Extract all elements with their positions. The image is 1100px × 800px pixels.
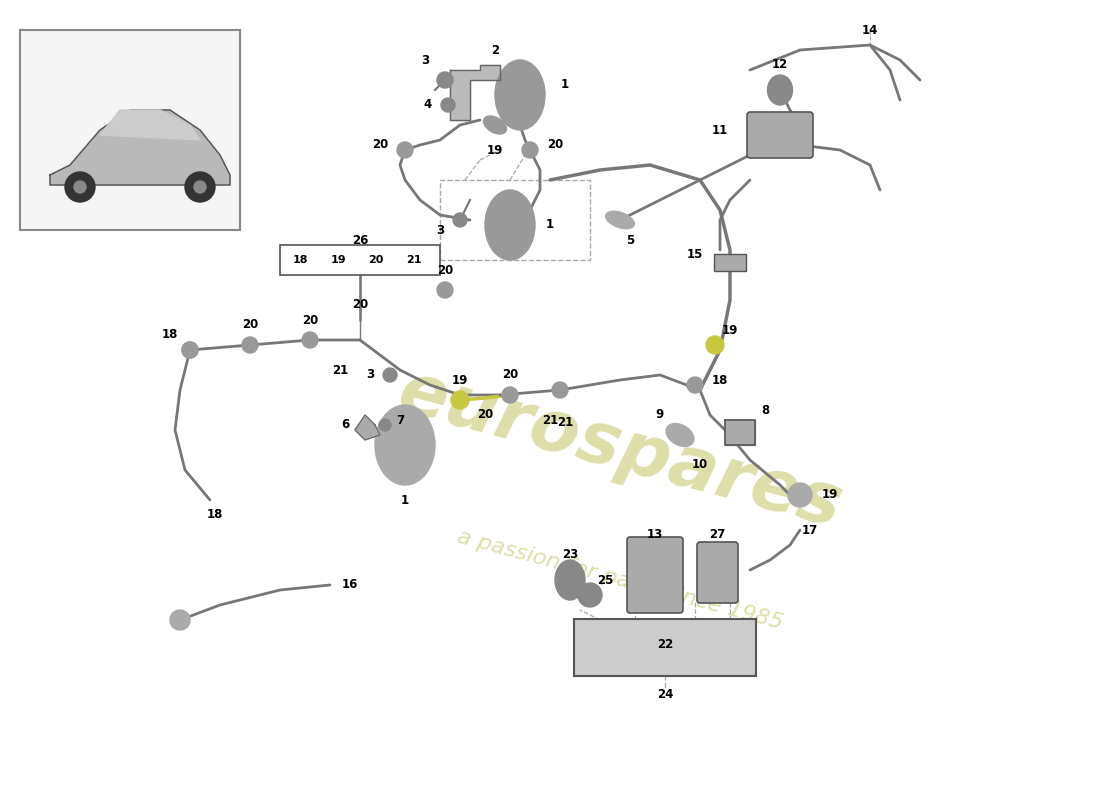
Circle shape [552, 382, 568, 398]
Text: 26: 26 [352, 234, 368, 246]
Circle shape [65, 172, 95, 202]
Text: 20: 20 [502, 369, 518, 382]
Circle shape [437, 282, 453, 298]
Text: 22: 22 [657, 638, 673, 651]
Text: eurospares: eurospares [390, 358, 849, 542]
FancyBboxPatch shape [280, 245, 440, 275]
FancyBboxPatch shape [627, 537, 683, 613]
Text: 20: 20 [547, 138, 563, 151]
Circle shape [185, 172, 214, 202]
Ellipse shape [375, 405, 434, 485]
Circle shape [194, 181, 206, 193]
Text: 20: 20 [242, 318, 258, 331]
Text: 17: 17 [802, 523, 818, 537]
Ellipse shape [768, 75, 792, 105]
Circle shape [182, 342, 198, 358]
Text: 3: 3 [436, 223, 444, 237]
Text: 1: 1 [400, 494, 409, 506]
FancyBboxPatch shape [697, 542, 738, 603]
Circle shape [453, 213, 468, 227]
Text: 20: 20 [368, 255, 384, 265]
Circle shape [578, 583, 602, 607]
Text: 23: 23 [562, 549, 579, 562]
Polygon shape [50, 110, 230, 185]
Text: 10: 10 [692, 458, 708, 471]
Text: 18: 18 [162, 329, 178, 342]
Circle shape [379, 419, 390, 431]
Text: 24: 24 [657, 689, 673, 702]
Text: 20: 20 [437, 263, 453, 277]
Text: 21: 21 [557, 415, 573, 429]
Text: 21: 21 [542, 414, 558, 426]
Circle shape [242, 337, 258, 353]
Text: 25: 25 [597, 574, 613, 586]
Circle shape [302, 332, 318, 348]
Text: 1: 1 [546, 218, 554, 231]
Text: 3: 3 [421, 54, 429, 66]
Circle shape [182, 342, 198, 358]
Polygon shape [100, 110, 200, 140]
Text: 19: 19 [487, 143, 503, 157]
FancyBboxPatch shape [574, 619, 756, 676]
Text: 8: 8 [761, 403, 769, 417]
Circle shape [397, 142, 412, 158]
Text: 18: 18 [712, 374, 728, 386]
Text: 2: 2 [491, 43, 499, 57]
Text: 13: 13 [647, 529, 663, 542]
Circle shape [451, 391, 469, 409]
Circle shape [788, 483, 812, 507]
Text: 9: 9 [656, 409, 664, 422]
Circle shape [688, 377, 703, 393]
Circle shape [522, 142, 538, 158]
Text: 19: 19 [822, 489, 838, 502]
Text: 3: 3 [366, 369, 374, 382]
Polygon shape [355, 415, 380, 440]
Ellipse shape [667, 423, 694, 446]
Ellipse shape [606, 211, 635, 229]
Text: 20: 20 [372, 138, 388, 151]
Circle shape [74, 181, 86, 193]
FancyBboxPatch shape [20, 30, 240, 230]
Text: 4: 4 [424, 98, 432, 111]
Text: 18: 18 [293, 255, 308, 265]
Text: 19: 19 [452, 374, 469, 386]
Circle shape [706, 336, 724, 354]
Text: 20: 20 [352, 298, 368, 311]
Text: 20: 20 [301, 314, 318, 326]
Text: 7: 7 [396, 414, 404, 426]
Text: 11: 11 [712, 123, 728, 137]
Text: 18: 18 [207, 509, 223, 522]
Text: 1: 1 [561, 78, 569, 91]
Text: 27: 27 [710, 529, 726, 542]
Text: 15: 15 [686, 249, 703, 262]
Text: 19: 19 [722, 323, 738, 337]
Text: 16: 16 [342, 578, 359, 591]
Polygon shape [725, 420, 755, 445]
Text: a passion for parts since 1985: a passion for parts since 1985 [455, 527, 785, 633]
Circle shape [441, 98, 455, 112]
Text: 6: 6 [341, 418, 349, 431]
Text: 20: 20 [477, 409, 493, 422]
FancyBboxPatch shape [747, 112, 813, 158]
Text: 14: 14 [861, 23, 878, 37]
Circle shape [170, 610, 190, 630]
Text: 12: 12 [772, 58, 788, 71]
Ellipse shape [495, 60, 544, 130]
Circle shape [502, 387, 518, 403]
Polygon shape [450, 65, 500, 120]
Text: 5: 5 [626, 234, 634, 246]
Ellipse shape [556, 560, 585, 600]
Text: 21: 21 [406, 255, 421, 265]
Text: 19: 19 [330, 255, 345, 265]
Text: 21: 21 [332, 363, 348, 377]
FancyBboxPatch shape [714, 254, 746, 271]
Circle shape [383, 368, 397, 382]
Ellipse shape [485, 190, 535, 260]
Circle shape [437, 72, 453, 88]
Ellipse shape [484, 116, 506, 134]
